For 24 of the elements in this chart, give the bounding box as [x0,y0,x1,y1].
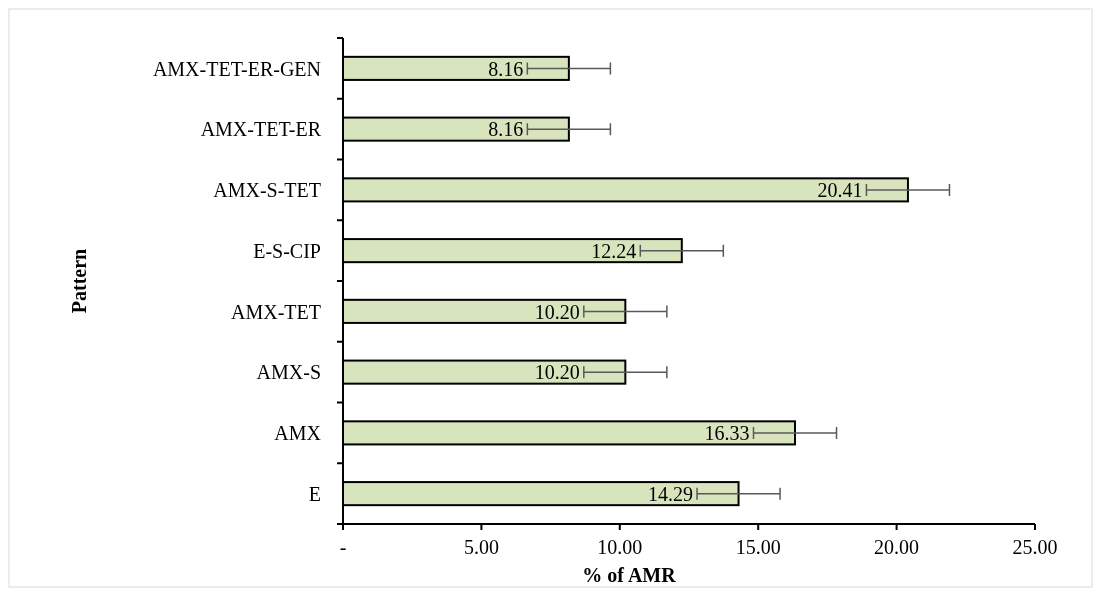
y-tick-label: AMX-TET-ER-GEN [152,57,321,80]
data-label: 8.16 [488,118,524,141]
y-tick-label: AMX [274,422,322,445]
x-tick-label: - [339,536,347,558]
y-tick-label: AMX-TET [231,300,321,323]
x-tick-label: 20.00 [874,536,920,558]
y-tick-label: E [308,482,321,505]
y-tick-label: E-S-CIP [253,239,321,262]
x-axis-title: % of AMR [582,564,677,586]
data-label: 20.41 [817,179,863,202]
x-tick-label: 5.00 [463,536,499,558]
data-label: 8.16 [488,57,524,80]
y-tick-label: AMX-TET-ER [200,118,322,141]
x-tick-label: 15.00 [735,536,781,558]
y-tick-label: AMX-S-TET [213,179,321,202]
x-tick-label: 25.00 [1012,536,1058,558]
data-label: 10.20 [534,300,580,323]
data-label: 16.33 [704,422,750,445]
data-label: 10.20 [534,361,580,384]
data-label: 12.24 [591,239,637,262]
data-label: 14.29 [648,482,694,505]
x-tick-label: 10.00 [597,536,643,558]
y-axis-title: Pattern [68,248,90,314]
y-tick-label: AMX-S [256,361,321,384]
